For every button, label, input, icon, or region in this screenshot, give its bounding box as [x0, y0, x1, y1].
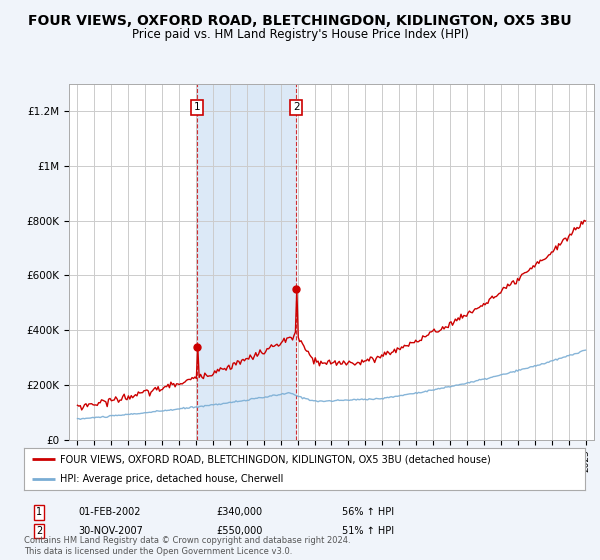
Text: FOUR VIEWS, OXFORD ROAD, BLETCHINGDON, KIDLINGTON, OX5 3BU (detached house): FOUR VIEWS, OXFORD ROAD, BLETCHINGDON, K…	[61, 454, 491, 464]
Text: 1: 1	[194, 102, 200, 112]
Text: FOUR VIEWS, OXFORD ROAD, BLETCHINGDON, KIDLINGTON, OX5 3BU: FOUR VIEWS, OXFORD ROAD, BLETCHINGDON, K…	[28, 14, 572, 28]
Bar	[197, 84, 296, 440]
Text: 01-FEB-2002: 01-FEB-2002	[78, 507, 140, 517]
Text: 2: 2	[293, 102, 299, 112]
Text: 56% ↑ HPI: 56% ↑ HPI	[342, 507, 394, 517]
Text: 2: 2	[36, 526, 42, 536]
Text: Price paid vs. HM Land Registry's House Price Index (HPI): Price paid vs. HM Land Registry's House …	[131, 28, 469, 41]
Text: £550,000: £550,000	[216, 526, 262, 536]
Text: £340,000: £340,000	[216, 507, 262, 517]
Text: HPI: Average price, detached house, Cherwell: HPI: Average price, detached house, Cher…	[61, 474, 284, 484]
Text: 30-NOV-2007: 30-NOV-2007	[78, 526, 143, 536]
Text: 1: 1	[36, 507, 42, 517]
Text: 51% ↑ HPI: 51% ↑ HPI	[342, 526, 394, 536]
Text: Contains HM Land Registry data © Crown copyright and database right 2024.
This d: Contains HM Land Registry data © Crown c…	[24, 536, 350, 556]
